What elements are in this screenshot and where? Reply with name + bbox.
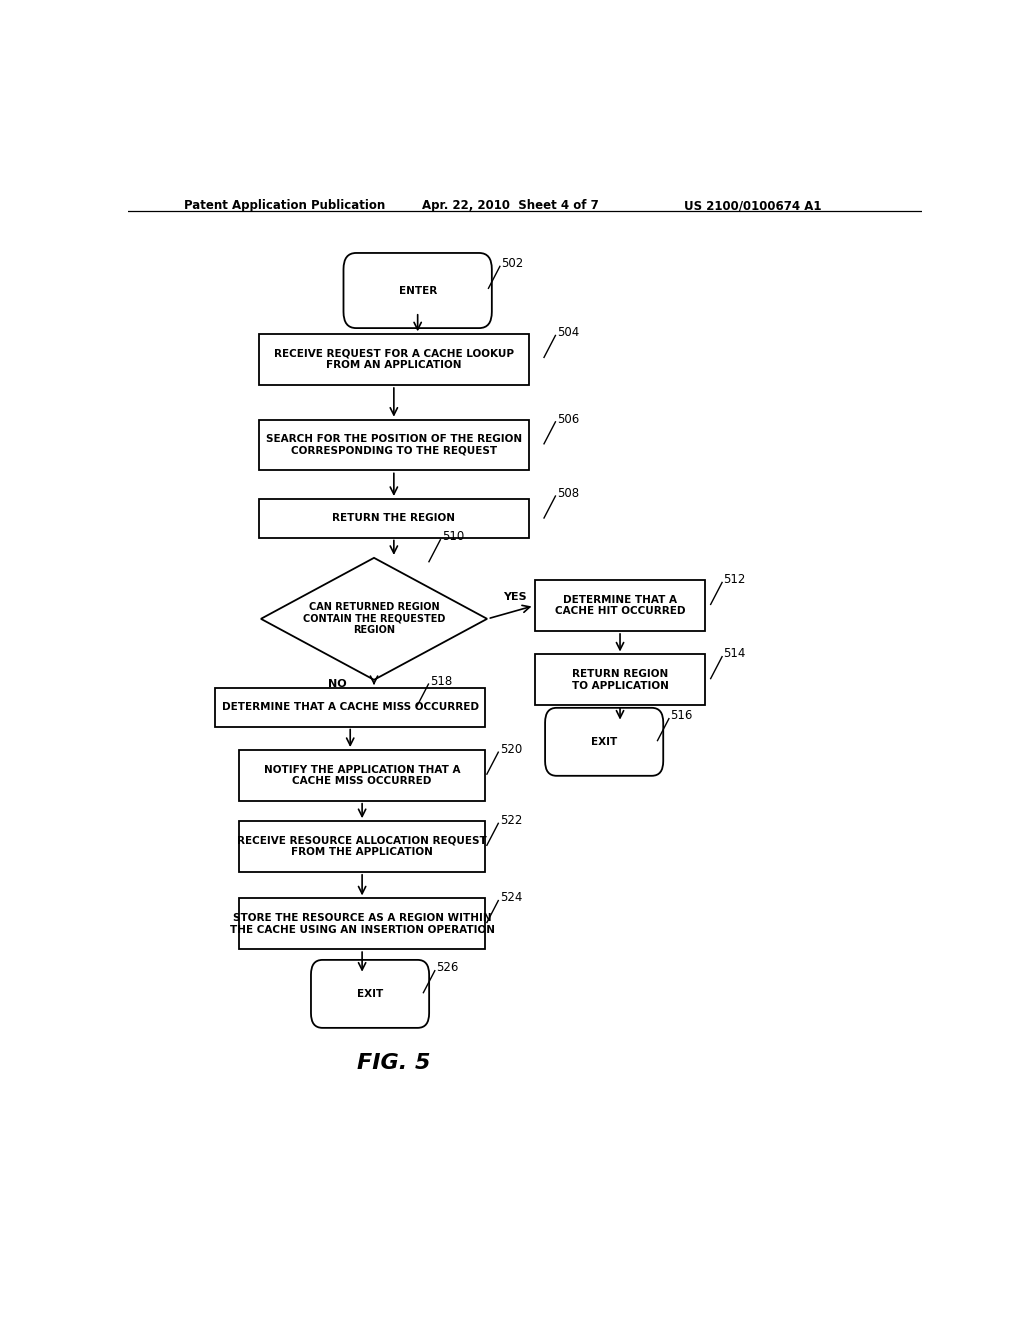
Text: STORE THE RESOURCE AS A REGION WITHIN
THE CACHE USING AN INSERTION OPERATION: STORE THE RESOURCE AS A REGION WITHIN TH…: [229, 913, 495, 935]
Text: US 2100/0100674 A1: US 2100/0100674 A1: [684, 199, 821, 213]
Text: YES: YES: [503, 593, 526, 602]
Text: RECEIVE RESOURCE ALLOCATION REQUEST
FROM THE APPLICATION: RECEIVE RESOURCE ALLOCATION REQUEST FROM…: [238, 836, 487, 857]
Bar: [535, 655, 706, 705]
Text: 508: 508: [557, 487, 579, 500]
Text: RETURN REGION
TO APPLICATION: RETURN REGION TO APPLICATION: [571, 669, 669, 690]
FancyBboxPatch shape: [545, 708, 664, 776]
Bar: [259, 334, 528, 385]
Text: RECEIVE REQUEST FOR A CACHE LOOKUP
FROM AN APPLICATION: RECEIVE REQUEST FOR A CACHE LOOKUP FROM …: [273, 348, 514, 371]
Text: NO: NO: [328, 678, 346, 689]
Text: 504: 504: [557, 326, 580, 339]
Text: 520: 520: [500, 743, 522, 756]
Text: 502: 502: [502, 257, 523, 271]
Bar: [239, 750, 485, 801]
Text: ENTER: ENTER: [398, 285, 437, 296]
Text: SEARCH FOR THE POSITION OF THE REGION
CORRESPONDING TO THE REQUEST: SEARCH FOR THE POSITION OF THE REGION CO…: [266, 434, 522, 455]
Text: 526: 526: [436, 961, 459, 974]
Bar: [259, 499, 528, 537]
Text: 518: 518: [430, 675, 453, 688]
Text: 510: 510: [441, 531, 464, 544]
Text: 514: 514: [724, 647, 745, 660]
Text: Apr. 22, 2010  Sheet 4 of 7: Apr. 22, 2010 Sheet 4 of 7: [422, 199, 598, 213]
Bar: [239, 899, 485, 949]
Text: FIG. 5: FIG. 5: [357, 1053, 431, 1073]
Text: CAN RETURNED REGION
CONTAIN THE REQUESTED
REGION: CAN RETURNED REGION CONTAIN THE REQUESTE…: [303, 602, 445, 635]
Text: 524: 524: [500, 891, 522, 904]
Bar: [259, 420, 528, 470]
Bar: [239, 821, 485, 873]
Text: EXIT: EXIT: [591, 737, 617, 747]
Text: RETURN THE REGION: RETURN THE REGION: [333, 513, 456, 523]
Text: DETERMINE THAT A
CACHE HIT OCCURRED: DETERMINE THAT A CACHE HIT OCCURRED: [555, 595, 685, 616]
Text: DETERMINE THAT A CACHE MISS OCCURRED: DETERMINE THAT A CACHE MISS OCCURRED: [222, 702, 478, 713]
Polygon shape: [261, 558, 487, 680]
Text: NOTIFY THE APPLICATION THAT A
CACHE MISS OCCURRED: NOTIFY THE APPLICATION THAT A CACHE MISS…: [264, 764, 461, 787]
Text: 516: 516: [671, 709, 692, 722]
Bar: [535, 581, 706, 631]
Text: 506: 506: [557, 413, 580, 425]
Text: Patent Application Publication: Patent Application Publication: [183, 199, 385, 213]
Text: EXIT: EXIT: [357, 989, 383, 999]
Text: 522: 522: [500, 814, 522, 828]
Bar: [215, 688, 485, 726]
FancyBboxPatch shape: [343, 253, 492, 329]
Text: 512: 512: [724, 573, 745, 586]
FancyBboxPatch shape: [311, 960, 429, 1028]
